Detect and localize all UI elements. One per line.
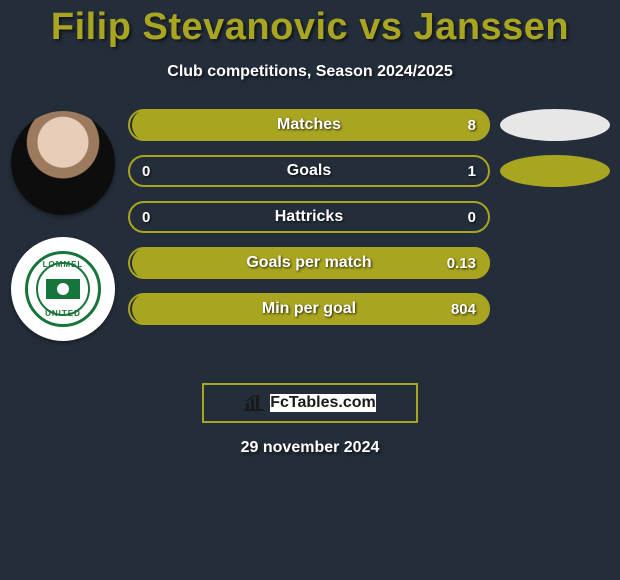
stat-bar-row: 0Goals1	[128, 155, 490, 187]
club-badge-text-top: LOMMEL	[43, 260, 84, 269]
stat-bar-row: 0Hattricks0	[128, 201, 490, 233]
stat-label: Min per goal	[130, 300, 488, 318]
stat-value-right: 8	[468, 117, 476, 134]
club-emblem-icon	[46, 279, 80, 299]
club-avatar: LOMMEL UNITED	[11, 237, 115, 341]
stat-value-right: 1	[468, 163, 476, 180]
player-avatar	[11, 111, 115, 215]
stat-ellipse	[500, 109, 610, 141]
club-badge-text-bottom: UNITED	[45, 309, 81, 318]
footer-brand-text: FcTables.com	[270, 394, 376, 412]
chart-icon	[244, 395, 264, 411]
stat-bar-row: Min per goal804	[128, 293, 490, 325]
stat-label: Goals per match	[130, 254, 488, 272]
stat-label: Goals	[130, 162, 488, 180]
stat-value-right: 804	[451, 301, 476, 318]
stat-ellipse	[500, 155, 610, 187]
stat-bar-row: Goals per match0.13	[128, 247, 490, 279]
footer-date: 29 november 2024	[0, 439, 620, 457]
stat-bars-column: Matches80Goals10Hattricks0Goals per matc…	[118, 109, 500, 325]
stat-label: Hattricks	[130, 208, 488, 226]
comparison-title: Filip Stevanovic vs Janssen	[0, 0, 620, 49]
stat-bar-row: Matches8	[128, 109, 490, 141]
comparison-subtitle: Club competitions, Season 2024/2025	[0, 63, 620, 81]
stat-label: Matches	[130, 116, 488, 134]
stat-value-right: 0	[468, 209, 476, 226]
club-badge-icon: LOMMEL UNITED	[25, 251, 101, 327]
main-content-row: LOMMEL UNITED Matches80Goals10Hattricks0…	[0, 109, 620, 363]
stat-ellipses-column	[500, 109, 610, 325]
stat-value-right: 0.13	[447, 255, 476, 272]
avatars-column: LOMMEL UNITED	[8, 109, 118, 363]
footer-brand-box: FcTables.com	[202, 383, 418, 423]
